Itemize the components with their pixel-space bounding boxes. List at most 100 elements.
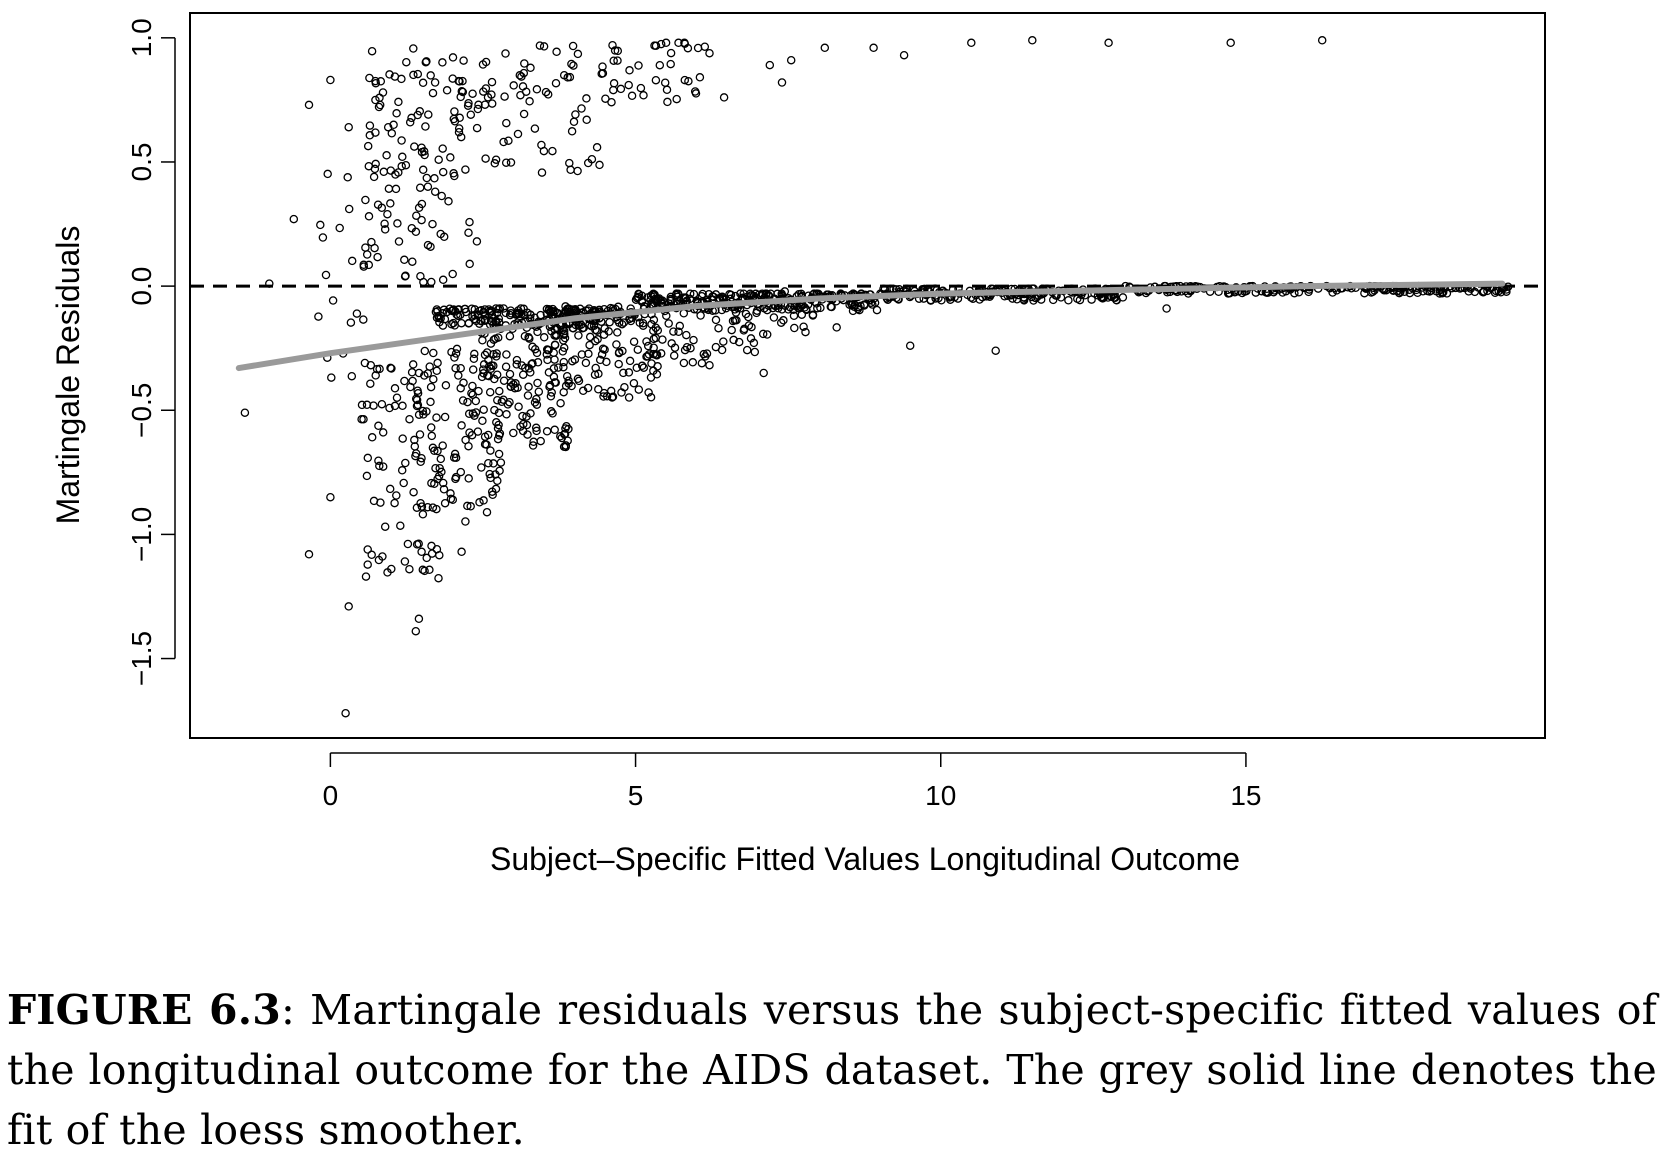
- data-point: [448, 53, 458, 62]
- data-point: [591, 325, 600, 335]
- data-point: [465, 259, 474, 269]
- data-point: [530, 398, 540, 407]
- data-point: [448, 74, 457, 83]
- data-point: [364, 260, 374, 270]
- data-point: [684, 76, 693, 86]
- figure-label: FIGURE 6.3: [7, 986, 281, 1034]
- data-point: [506, 382, 516, 391]
- data-point: [367, 433, 377, 442]
- data-point: [344, 602, 353, 611]
- data-point: [457, 421, 466, 430]
- data-point: [463, 101, 473, 110]
- data-point: [416, 457, 425, 467]
- data-point: [385, 403, 394, 413]
- data-point: [562, 371, 572, 381]
- data-point: [506, 158, 516, 167]
- data-point: [417, 147, 427, 157]
- data-point: [470, 349, 479, 359]
- data-point: [629, 337, 639, 346]
- data-point: [427, 277, 436, 287]
- data-point: [464, 228, 473, 237]
- data-point: [518, 370, 528, 379]
- data-point: [495, 386, 504, 396]
- data-point: [410, 142, 419, 151]
- data-point: [780, 287, 790, 296]
- data-point: [554, 363, 563, 372]
- data-point: [468, 409, 478, 418]
- y-tick-label: −0.5: [126, 383, 157, 438]
- data-point: [634, 385, 644, 394]
- data-point: [679, 309, 689, 318]
- data-point: [613, 56, 622, 65]
- data-point: [411, 451, 420, 461]
- data-point: [362, 471, 372, 481]
- data-point: [544, 305, 554, 314]
- data-point: [487, 90, 496, 99]
- data-point: [392, 393, 402, 402]
- data-point: [423, 369, 433, 378]
- data-point: [609, 56, 618, 65]
- data-point: [559, 357, 569, 367]
- data-point: [490, 159, 500, 168]
- data-point: [470, 411, 479, 420]
- x-axis: 0 5 10 15: [323, 752, 1262, 811]
- data-point: [567, 381, 576, 391]
- data-point: [435, 463, 444, 473]
- data-point: [382, 151, 391, 160]
- data-point: [789, 311, 799, 321]
- data-point: [397, 466, 407, 475]
- data-point: [432, 413, 441, 422]
- data-point: [559, 336, 568, 345]
- data-point: [502, 410, 511, 419]
- data-point: [436, 229, 445, 239]
- data-point: [410, 435, 419, 445]
- data-point: [492, 349, 501, 358]
- data-point: [426, 397, 435, 407]
- data-point: [412, 395, 422, 405]
- data-point: [594, 385, 603, 394]
- data-point: [371, 95, 380, 105]
- data-point: [752, 308, 761, 318]
- data-point: [662, 311, 671, 321]
- data-point: [525, 334, 534, 343]
- data-point: [481, 154, 490, 163]
- data-point: [367, 237, 376, 247]
- data-point: [438, 478, 448, 488]
- data-point: [468, 365, 478, 374]
- data-point: [422, 553, 431, 563]
- y-tick-label: 0.0: [126, 267, 157, 306]
- data-point: [552, 47, 561, 57]
- data-point: [528, 342, 537, 352]
- data-point: [499, 137, 508, 147]
- data-point: [430, 78, 440, 87]
- data-point: [442, 86, 452, 95]
- data-point: [561, 302, 570, 311]
- data-point: [392, 109, 401, 118]
- data-point: [497, 397, 507, 407]
- data-point: [465, 217, 474, 227]
- data-point: [786, 55, 796, 65]
- data-point: [625, 356, 635, 366]
- data-point: [827, 302, 836, 312]
- data-point: [408, 376, 417, 386]
- data-point: [546, 407, 556, 416]
- data-point: [1012, 295, 1022, 304]
- data-point: [769, 313, 779, 322]
- data-point: [436, 314, 445, 323]
- data-point: [526, 368, 535, 377]
- data-point: [428, 443, 438, 453]
- data-point: [543, 345, 552, 355]
- data-point: [450, 321, 459, 330]
- data-point: [595, 160, 604, 170]
- data-point: [501, 308, 511, 318]
- data-point: [483, 430, 493, 440]
- data-point: [449, 169, 458, 178]
- data-point: [391, 184, 401, 194]
- data-point: [420, 346, 430, 356]
- data-point: [820, 43, 830, 53]
- data-point: [429, 348, 438, 358]
- data-point: [422, 173, 432, 183]
- data-point: [486, 364, 496, 374]
- data-point: [426, 423, 436, 432]
- data-point: [440, 498, 450, 508]
